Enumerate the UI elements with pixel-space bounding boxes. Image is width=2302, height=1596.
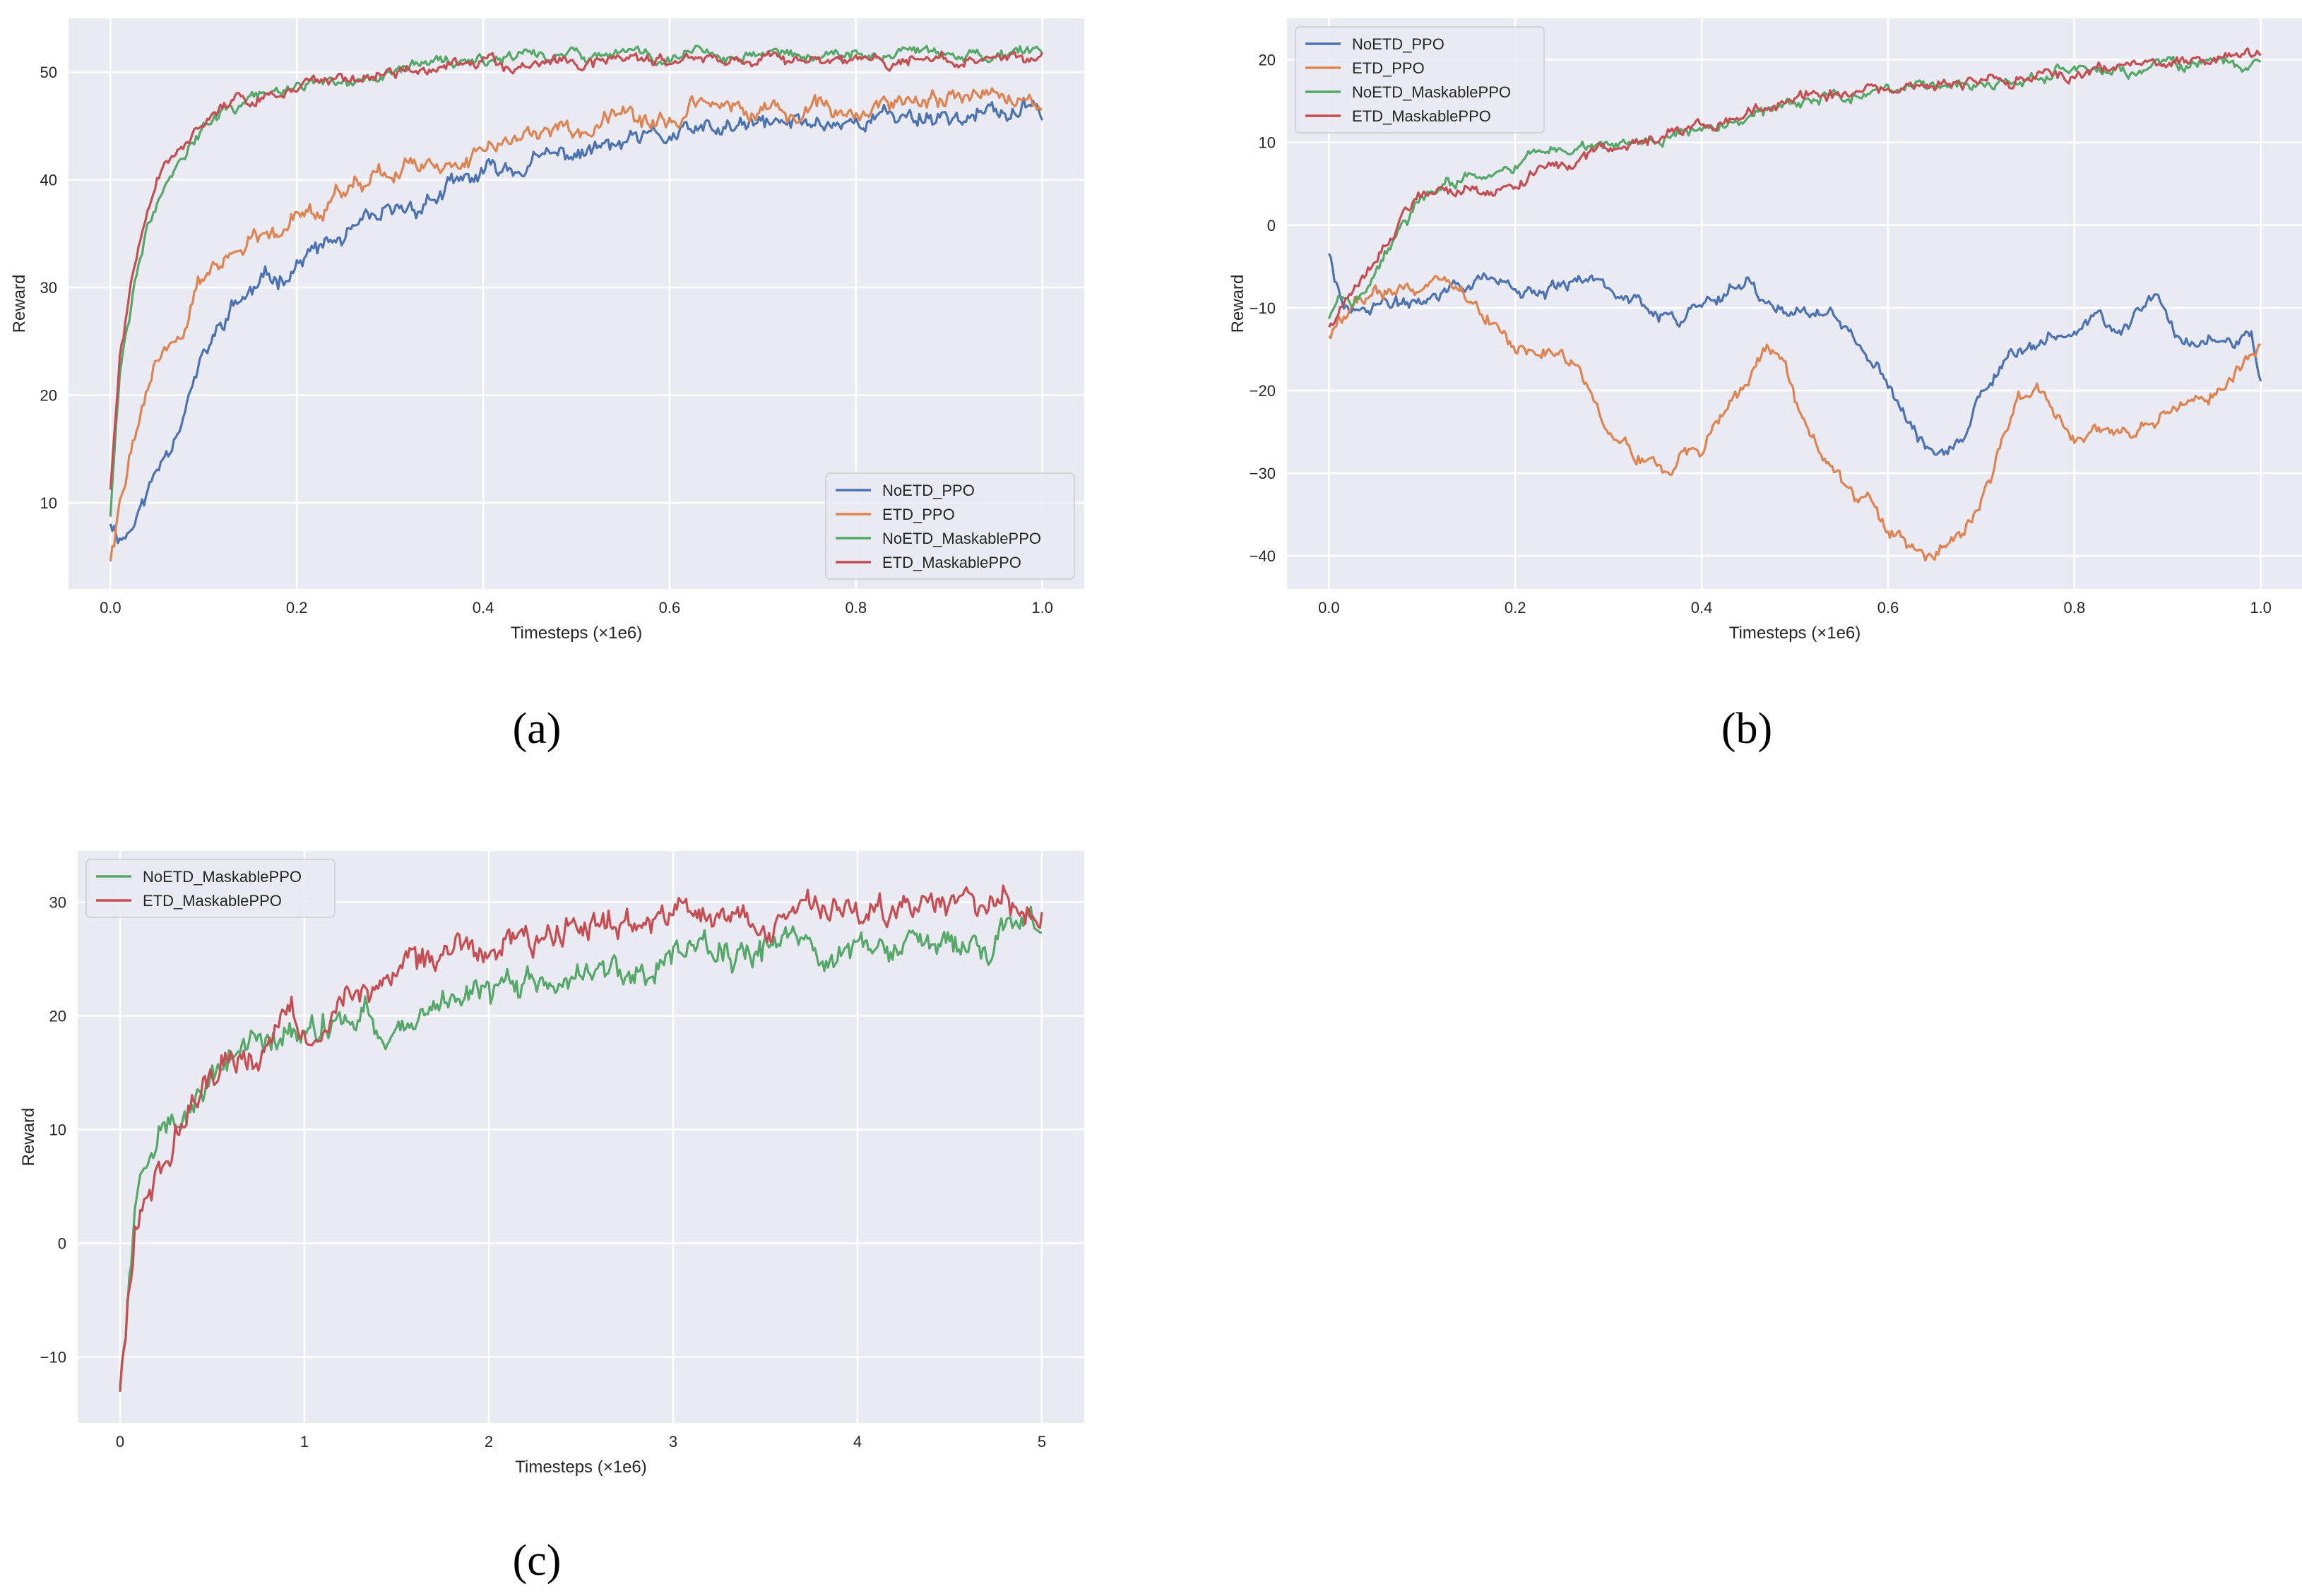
y-tick-label: 20 [49, 1007, 66, 1025]
legend-box [825, 472, 1075, 580]
x-tick-label: 0.8 [845, 599, 867, 617]
x-ticks-b: 0.0 0.2 0.4 0.6 0.8 1.0 [1318, 599, 2272, 617]
y-tick-label: 0 [1267, 217, 1276, 234]
y-axis-label-b: Reward [1228, 275, 1247, 333]
y-axis-label-a: Reward [10, 275, 29, 333]
x-tick-label: 0.6 [1877, 599, 1899, 617]
y-tick-label: 10 [49, 1121, 66, 1139]
plot-area-c [78, 851, 1084, 1423]
y-tick-label: 30 [49, 893, 66, 911]
x-tick-label: 0.2 [1505, 599, 1526, 617]
y-tick-label: −40 [1250, 547, 1276, 565]
caption-a: (a) [513, 705, 562, 753]
legend-box [1295, 26, 1545, 133]
series-line-NoETD_PPO [1327, 253, 2262, 456]
x-tick-label: 0.0 [100, 599, 121, 617]
y-tick-label: 20 [40, 387, 57, 405]
series-line-ETD_PPO [1328, 275, 2262, 562]
x-tick-label: 0.2 [286, 599, 308, 617]
panel-c: 0 1 2 3 4 5 −10 0 10 20 30 Timesteps (×1e6) Rewar… [19, 851, 1084, 1585]
y-tick-label: −20 [1250, 382, 1276, 400]
y-ticks-c: −10 0 10 20 30 [40, 893, 66, 1366]
x-axis-label-c: Timesteps (×1e6) [515, 1458, 647, 1477]
legend-label: ETD_MaskablePPO [143, 892, 282, 910]
x-tick-label: 0.4 [1691, 599, 1713, 617]
series-line-ETD_PPO [109, 87, 1043, 562]
y-tick-label: 0 [58, 1235, 66, 1253]
x-ticks-a: 0.0 0.2 0.4 0.6 0.8 1.0 [100, 599, 1053, 617]
y-tick-label: 30 [40, 279, 57, 297]
legend-label: NoETD_MaskablePPO [143, 868, 302, 886]
series-line-ETD_MaskablePPO [109, 49, 1044, 490]
series-line-NoETD_PPO [109, 97, 1044, 544]
x-tick-label: 0.8 [2063, 599, 2085, 617]
series-b [1327, 47, 2262, 562]
grid-c [78, 851, 1084, 1423]
y-tick-label: −30 [1250, 465, 1276, 482]
y-tick-label: 10 [1259, 134, 1276, 152]
legend-label: NoETD_MaskablePPO [882, 530, 1041, 547]
x-tick-label: 1 [300, 1433, 309, 1451]
panel-a: 0.0 0.2 0.4 0.6 0.8 1.0 10 20 30 40 50 Timesteps … [10, 18, 1084, 753]
grid-b [1287, 18, 2302, 589]
x-tick-label: 0.4 [473, 599, 494, 617]
y-tick-label: −10 [40, 1349, 66, 1366]
panel-b: 0.0 0.2 0.4 0.6 0.8 1.0 −40 −30 −20 −10 0 10 20 Tim… [1228, 18, 2302, 753]
x-axis-label-a: Timesteps (×1e6) [511, 624, 643, 643]
y-tick-label: 10 [40, 494, 57, 512]
x-tick-label: 4 [853, 1433, 862, 1451]
x-tick-label: 5 [1038, 1433, 1046, 1451]
series-line-ETD_MaskablePPO [119, 884, 1043, 1392]
y-tick-label: 50 [40, 64, 57, 81]
legend-label: ETD_PPO [1352, 59, 1425, 77]
series-line-NoETD_MaskablePPO [1327, 55, 2262, 320]
series-a [109, 44, 1044, 562]
y-tick-label: 40 [40, 172, 57, 189]
x-tick-label: 1.0 [2250, 599, 2272, 617]
y-tick-label: 20 [1259, 52, 1276, 69]
legend-a: NoETD_PPO ETD_PPO NoETD_MaskablePPO ETD_Mas… [825, 472, 1075, 580]
legend-box [85, 859, 336, 918]
x-tick-label: 1.0 [1031, 599, 1053, 617]
y-ticks-b: −40 −30 −20 −10 0 10 20 [1250, 52, 1276, 566]
legend-c: NoETD_MaskablePPO ETD_MaskablePPO [85, 859, 336, 918]
series-c [119, 884, 1043, 1392]
x-tick-label: 3 [669, 1433, 677, 1451]
x-ticks-c: 0 1 2 3 4 5 [116, 1433, 1046, 1451]
series-line-ETD_MaskablePPO [1327, 47, 2262, 328]
legend-label: ETD_PPO [882, 506, 955, 523]
caption-b: (b) [1721, 705, 1772, 753]
x-tick-label: 2 [485, 1433, 493, 1451]
legend-label: NoETD_PPO [1352, 35, 1444, 53]
legend-label: NoETD_PPO [882, 482, 975, 499]
y-tick-label: −10 [1250, 299, 1276, 317]
x-tick-label: 0.0 [1318, 599, 1340, 617]
y-ticks-a: 10 20 30 40 50 [40, 64, 57, 512]
legend-label: NoETD_MaskablePPO [1352, 83, 1511, 101]
y-axis-label-c: Reward [19, 1108, 38, 1167]
x-axis-label-b: Timesteps (×1e6) [1729, 624, 1861, 643]
legend-label: ETD_MaskablePPO [882, 554, 1021, 571]
caption-c: (c) [513, 1537, 562, 1585]
legend-label: ETD_MaskablePPO [1352, 107, 1491, 125]
x-tick-label: 0 [116, 1433, 124, 1451]
legend-b: NoETD_PPO ETD_PPO NoETD_MaskablePPO ETD_Mas… [1295, 26, 1545, 133]
x-tick-label: 0.6 [659, 599, 681, 617]
